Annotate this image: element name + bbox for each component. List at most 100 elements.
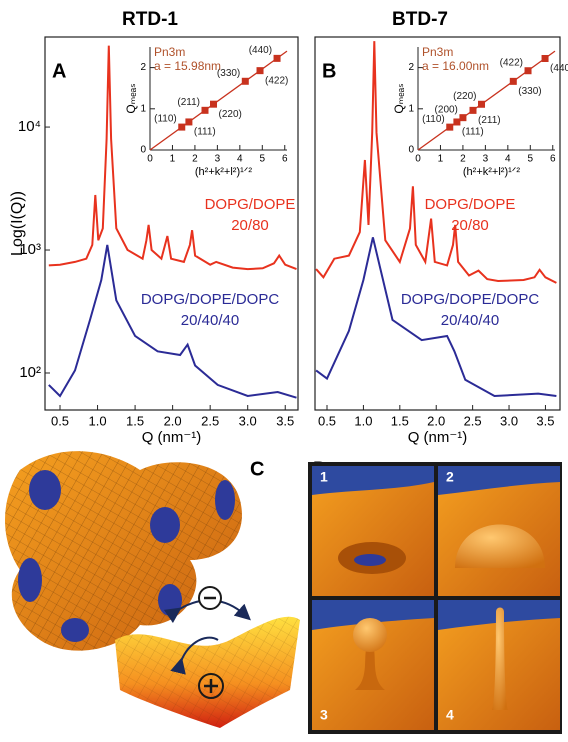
y-tick-label: 1 — [140, 103, 146, 114]
point-label: (440) — [550, 63, 568, 74]
x-tick-label: 1 — [438, 154, 444, 165]
point-label: (211) — [478, 115, 501, 126]
series-line — [48, 244, 297, 399]
x-tick-label: 2 — [460, 154, 466, 165]
tile-label: 4 — [446, 707, 454, 723]
x-tick-label: 2.0 — [427, 413, 445, 428]
data-point — [524, 67, 532, 75]
plot-frame — [44, 36, 299, 411]
point-label: (111) — [194, 127, 216, 138]
x-tick-label: 5 — [260, 154, 266, 165]
series-line — [315, 41, 557, 284]
x-tick-label: 6 — [550, 154, 556, 165]
saddle-illustration — [115, 586, 300, 728]
panel-label: B — [322, 60, 336, 82]
fit-line — [149, 50, 288, 151]
data-point — [509, 77, 517, 85]
curve-annotation: DOPG/DOPE — [205, 196, 296, 213]
curve-annotation: 20/80 — [451, 217, 489, 234]
curve-annotation: DOPG/DOPE — [425, 196, 516, 213]
point-label: (422) — [265, 75, 288, 86]
x-tick-label: 2 — [192, 154, 198, 165]
y-tick-label: 10³ — [19, 241, 41, 258]
data-point — [273, 54, 281, 62]
panel-label: C — [250, 458, 264, 480]
y-tick-label: 0 — [408, 145, 414, 156]
x-tick-label: 4 — [237, 154, 243, 165]
point-label: (220) — [219, 109, 242, 120]
point-label: (220) — [453, 91, 476, 102]
curve-annotation: 20/80 — [231, 217, 269, 234]
point-label: (330) — [217, 68, 240, 79]
x-tick-label: 3.0 — [500, 413, 518, 428]
curve-annotation: DOPG/DOPE/DOPC — [401, 291, 540, 308]
y-axis-label: Qₘₑₐₛ — [392, 83, 406, 113]
x-tick-label: 1.0 — [89, 413, 107, 428]
x-tick-label: 1.5 — [391, 413, 409, 428]
x-tick-label: 2.0 — [164, 413, 182, 428]
point-label: (330) — [518, 86, 541, 97]
x-tick-label: 5 — [528, 154, 534, 165]
x-tick-label: 0.5 — [318, 413, 336, 428]
data-point — [478, 100, 486, 108]
panel-title: BTD-7 — [392, 9, 448, 30]
data-point — [256, 67, 264, 75]
y-tick-label: 2 — [408, 62, 414, 73]
y-tick-label: 10² — [19, 364, 41, 381]
x-tick-label: 3.5 — [536, 413, 554, 428]
x-tick-label: 3.5 — [276, 413, 294, 428]
tile-label: 1 — [320, 469, 328, 485]
y-tick-label: 2 — [140, 62, 146, 73]
x-tick-label: 1.0 — [354, 413, 372, 428]
x-tick-label: 3 — [215, 154, 221, 165]
data-point — [241, 77, 249, 85]
point-label: (110) — [422, 114, 445, 125]
data-point — [178, 123, 186, 131]
curve-annotation: 20/40/40 — [441, 312, 499, 329]
data-point — [453, 118, 461, 126]
data-point — [541, 54, 549, 62]
x-tick-label: 2.5 — [464, 413, 482, 428]
data-point — [210, 100, 218, 108]
series-line — [315, 237, 557, 398]
fit-line — [417, 50, 556, 151]
y-axis-label: Qₘₑₐₛ — [124, 83, 138, 113]
tile-label: 3 — [320, 707, 328, 723]
panel-label: A — [52, 60, 66, 82]
x-tick-label: 6 — [282, 154, 288, 165]
curve-annotation: DOPG/DOPE/DOPC — [141, 291, 280, 308]
y-tick-label: 1 — [408, 103, 414, 114]
x-axis-label: Q (nm⁻¹) — [142, 429, 202, 446]
x-tick-label: 1 — [170, 154, 176, 165]
data-point — [459, 114, 467, 122]
point-label: (111) — [462, 127, 484, 138]
fit-annotation: Pn3m — [422, 45, 453, 59]
x-tick-label: 3 — [483, 154, 489, 165]
x-tick-label: 0 — [147, 154, 153, 165]
fit-annotation: Pn3m — [154, 45, 185, 59]
charts: 0.5 1.0 1.5 2.0 2.5 3.0 3.5 10² 10³ 10⁴ Q (nm⁻¹) Lo… — [9, 36, 568, 446]
tile-label: 2 — [446, 469, 454, 485]
fusion-stages: 1 2 3 4 — [308, 462, 562, 734]
point-label: (110) — [154, 114, 177, 125]
x-axis-label: (h²+k²+l²)¹ᐟ² — [195, 166, 253, 178]
fit-annotation: a = 16.00nm — [422, 59, 489, 73]
x-tick-label: 2.5 — [201, 413, 219, 428]
plot-frame — [314, 36, 561, 411]
x-tick-label: 3.0 — [239, 413, 257, 428]
point-label: (440) — [249, 45, 272, 56]
x-tick-label: 4 — [505, 154, 511, 165]
y-tick-label: 0 — [140, 145, 146, 156]
x-axis-label: (h²+k²+l²)¹ᐟ² — [463, 166, 521, 178]
data-point — [201, 106, 209, 114]
curve-annotation: 20/40/40 — [181, 312, 239, 329]
point-label: (422) — [500, 57, 523, 68]
point-label: (211) — [177, 97, 200, 108]
x-tick-label: 1.5 — [126, 413, 144, 428]
series-line — [48, 45, 297, 271]
x-axis-label: Q (nm⁻¹) — [408, 429, 468, 446]
y-tick-label: 10⁴ — [18, 118, 41, 135]
x-tick-label: 0 — [415, 154, 421, 165]
data-point — [469, 106, 477, 114]
